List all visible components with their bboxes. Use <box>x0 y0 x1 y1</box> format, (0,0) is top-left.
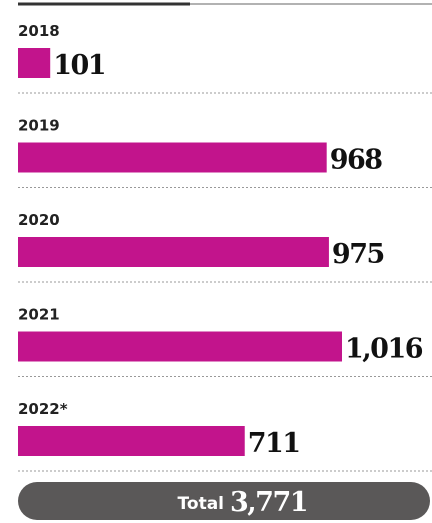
bar <box>18 142 327 173</box>
year-label: 2019 <box>18 117 60 135</box>
bar <box>18 48 51 78</box>
total-value: 3,771 <box>230 487 307 518</box>
value-label: 711 <box>248 428 300 459</box>
value-label: 968 <box>330 145 383 176</box>
year-label: 2018 <box>18 22 60 40</box>
year-label: 2020 <box>18 211 60 229</box>
total-label: Total <box>178 494 224 514</box>
year-label: 2021 <box>18 306 60 324</box>
value-label: 101 <box>53 50 105 81</box>
year-label: 2022* <box>18 400 68 418</box>
total-pill <box>18 482 430 520</box>
value-label: 1,016 <box>345 334 423 365</box>
value-label: 975 <box>332 239 384 270</box>
bar <box>18 331 342 362</box>
bar <box>18 426 245 456</box>
bar <box>18 237 329 267</box>
